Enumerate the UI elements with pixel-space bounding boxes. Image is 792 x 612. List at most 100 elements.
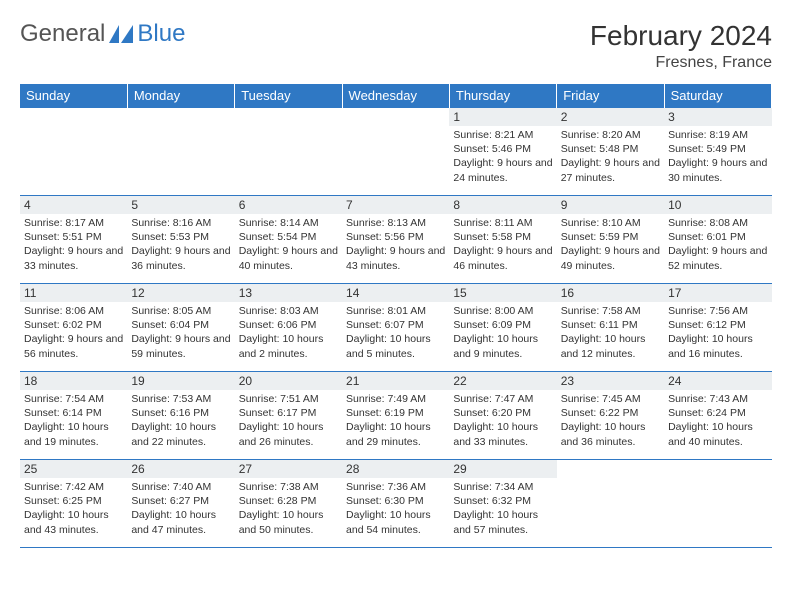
day-cell: 29Sunrise: 7:34 AMSunset: 6:32 PMDayligh…	[449, 460, 556, 548]
weekday-wednesday: Wednesday	[342, 84, 449, 108]
day-cell: 1Sunrise: 8:21 AMSunset: 5:46 PMDaylight…	[449, 108, 556, 196]
day-details: Sunrise: 8:19 AMSunset: 5:49 PMDaylight:…	[664, 126, 771, 187]
sunset-text: Sunset: 6:16 PM	[131, 406, 230, 420]
day-details: Sunrise: 7:36 AMSunset: 6:30 PMDaylight:…	[342, 478, 449, 539]
daylight-text: Daylight: 10 hours and 36 minutes.	[561, 420, 660, 448]
header: General Blue February 2024 Fresnes, Fran…	[20, 20, 772, 72]
day-cell: 8Sunrise: 8:11 AMSunset: 5:58 PMDaylight…	[449, 196, 556, 284]
sunset-text: Sunset: 6:11 PM	[561, 318, 660, 332]
daylight-text: Daylight: 9 hours and 56 minutes.	[24, 332, 123, 360]
day-number: 27	[235, 460, 342, 478]
sunrise-text: Sunrise: 8:20 AM	[561, 128, 660, 142]
daylight-text: Daylight: 10 hours and 2 minutes.	[239, 332, 338, 360]
day-cell: 23Sunrise: 7:45 AMSunset: 6:22 PMDayligh…	[557, 372, 664, 460]
daylight-text: Daylight: 9 hours and 52 minutes.	[668, 244, 767, 272]
sunrise-text: Sunrise: 7:43 AM	[668, 392, 767, 406]
day-number: 20	[235, 372, 342, 390]
daylight-text: Daylight: 9 hours and 59 minutes.	[131, 332, 230, 360]
day-number: 17	[664, 284, 771, 302]
daylight-text: Daylight: 10 hours and 29 minutes.	[346, 420, 445, 448]
sunset-text: Sunset: 6:32 PM	[453, 494, 552, 508]
sunrise-text: Sunrise: 8:13 AM	[346, 216, 445, 230]
daylight-text: Daylight: 9 hours and 36 minutes.	[131, 244, 230, 272]
day-details: Sunrise: 7:54 AMSunset: 6:14 PMDaylight:…	[20, 390, 127, 451]
day-details: Sunrise: 7:53 AMSunset: 6:16 PMDaylight:…	[127, 390, 234, 451]
empty-cell	[557, 460, 664, 548]
day-details: Sunrise: 8:20 AMSunset: 5:48 PMDaylight:…	[557, 126, 664, 187]
sunrise-text: Sunrise: 8:00 AM	[453, 304, 552, 318]
empty-cell	[342, 108, 449, 196]
day-details: Sunrise: 8:14 AMSunset: 5:54 PMDaylight:…	[235, 214, 342, 275]
sunrise-text: Sunrise: 8:14 AM	[239, 216, 338, 230]
sunset-text: Sunset: 6:14 PM	[24, 406, 123, 420]
day-details: Sunrise: 7:47 AMSunset: 6:20 PMDaylight:…	[449, 390, 556, 451]
day-cell: 21Sunrise: 7:49 AMSunset: 6:19 PMDayligh…	[342, 372, 449, 460]
daylight-text: Daylight: 10 hours and 26 minutes.	[239, 420, 338, 448]
sunset-text: Sunset: 6:20 PM	[453, 406, 552, 420]
title-block: February 2024 Fresnes, France	[590, 20, 772, 72]
sunset-text: Sunset: 6:04 PM	[131, 318, 230, 332]
sunrise-text: Sunrise: 8:21 AM	[453, 128, 552, 142]
day-details: Sunrise: 7:56 AMSunset: 6:12 PMDaylight:…	[664, 302, 771, 363]
day-details: Sunrise: 8:06 AMSunset: 6:02 PMDaylight:…	[20, 302, 127, 363]
day-number: 9	[557, 196, 664, 214]
day-cell: 6Sunrise: 8:14 AMSunset: 5:54 PMDaylight…	[235, 196, 342, 284]
day-details: Sunrise: 7:49 AMSunset: 6:19 PMDaylight:…	[342, 390, 449, 451]
weekday-thursday: Thursday	[449, 84, 556, 108]
day-number: 24	[664, 372, 771, 390]
day-cell: 12Sunrise: 8:05 AMSunset: 6:04 PMDayligh…	[127, 284, 234, 372]
empty-cell	[20, 108, 127, 196]
sunrise-text: Sunrise: 8:01 AM	[346, 304, 445, 318]
sunset-text: Sunset: 6:28 PM	[239, 494, 338, 508]
day-number: 6	[235, 196, 342, 214]
sunrise-text: Sunrise: 8:16 AM	[131, 216, 230, 230]
sunset-text: Sunset: 5:54 PM	[239, 230, 338, 244]
daylight-text: Daylight: 9 hours and 40 minutes.	[239, 244, 338, 272]
empty-cell	[127, 108, 234, 196]
day-cell: 27Sunrise: 7:38 AMSunset: 6:28 PMDayligh…	[235, 460, 342, 548]
day-cell: 24Sunrise: 7:43 AMSunset: 6:24 PMDayligh…	[664, 372, 771, 460]
daylight-text: Daylight: 10 hours and 19 minutes.	[24, 420, 123, 448]
daylight-text: Daylight: 9 hours and 49 minutes.	[561, 244, 660, 272]
day-details: Sunrise: 8:16 AMSunset: 5:53 PMDaylight:…	[127, 214, 234, 275]
day-cell: 19Sunrise: 7:53 AMSunset: 6:16 PMDayligh…	[127, 372, 234, 460]
sunrise-text: Sunrise: 7:42 AM	[24, 480, 123, 494]
day-number: 4	[20, 196, 127, 214]
day-cell: 25Sunrise: 7:42 AMSunset: 6:25 PMDayligh…	[20, 460, 127, 548]
day-details: Sunrise: 7:38 AMSunset: 6:28 PMDaylight:…	[235, 478, 342, 539]
sunrise-text: Sunrise: 7:49 AM	[346, 392, 445, 406]
day-details: Sunrise: 7:34 AMSunset: 6:32 PMDaylight:…	[449, 478, 556, 539]
daylight-text: Daylight: 10 hours and 12 minutes.	[561, 332, 660, 360]
sunset-text: Sunset: 6:22 PM	[561, 406, 660, 420]
day-cell: 20Sunrise: 7:51 AMSunset: 6:17 PMDayligh…	[235, 372, 342, 460]
daylight-text: Daylight: 10 hours and 22 minutes.	[131, 420, 230, 448]
day-number: 23	[557, 372, 664, 390]
sunset-text: Sunset: 6:07 PM	[346, 318, 445, 332]
day-details: Sunrise: 7:51 AMSunset: 6:17 PMDaylight:…	[235, 390, 342, 451]
sunrise-text: Sunrise: 7:38 AM	[239, 480, 338, 494]
daylight-text: Daylight: 10 hours and 50 minutes.	[239, 508, 338, 536]
sunset-text: Sunset: 6:01 PM	[668, 230, 767, 244]
daylight-text: Daylight: 9 hours and 33 minutes.	[24, 244, 123, 272]
sunrise-text: Sunrise: 8:17 AM	[24, 216, 123, 230]
day-cell: 2Sunrise: 8:20 AMSunset: 5:48 PMDaylight…	[557, 108, 664, 196]
day-details: Sunrise: 8:11 AMSunset: 5:58 PMDaylight:…	[449, 214, 556, 275]
week-row: 11Sunrise: 8:06 AMSunset: 6:02 PMDayligh…	[20, 284, 772, 372]
day-details: Sunrise: 8:10 AMSunset: 5:59 PMDaylight:…	[557, 214, 664, 275]
sunrise-text: Sunrise: 7:36 AM	[346, 480, 445, 494]
empty-cell	[664, 460, 771, 548]
sunrise-text: Sunrise: 7:34 AM	[453, 480, 552, 494]
day-number: 7	[342, 196, 449, 214]
day-cell: 14Sunrise: 8:01 AMSunset: 6:07 PMDayligh…	[342, 284, 449, 372]
day-details: Sunrise: 8:00 AMSunset: 6:09 PMDaylight:…	[449, 302, 556, 363]
day-details: Sunrise: 8:17 AMSunset: 5:51 PMDaylight:…	[20, 214, 127, 275]
day-details: Sunrise: 8:21 AMSunset: 5:46 PMDaylight:…	[449, 126, 556, 187]
day-number: 15	[449, 284, 556, 302]
calendar-table: SundayMondayTuesdayWednesdayThursdayFrid…	[20, 84, 772, 548]
day-cell: 26Sunrise: 7:40 AMSunset: 6:27 PMDayligh…	[127, 460, 234, 548]
daylight-text: Daylight: 10 hours and 54 minutes.	[346, 508, 445, 536]
day-details: Sunrise: 8:05 AMSunset: 6:04 PMDaylight:…	[127, 302, 234, 363]
day-details: Sunrise: 8:13 AMSunset: 5:56 PMDaylight:…	[342, 214, 449, 275]
daylight-text: Daylight: 10 hours and 5 minutes.	[346, 332, 445, 360]
sunset-text: Sunset: 5:56 PM	[346, 230, 445, 244]
